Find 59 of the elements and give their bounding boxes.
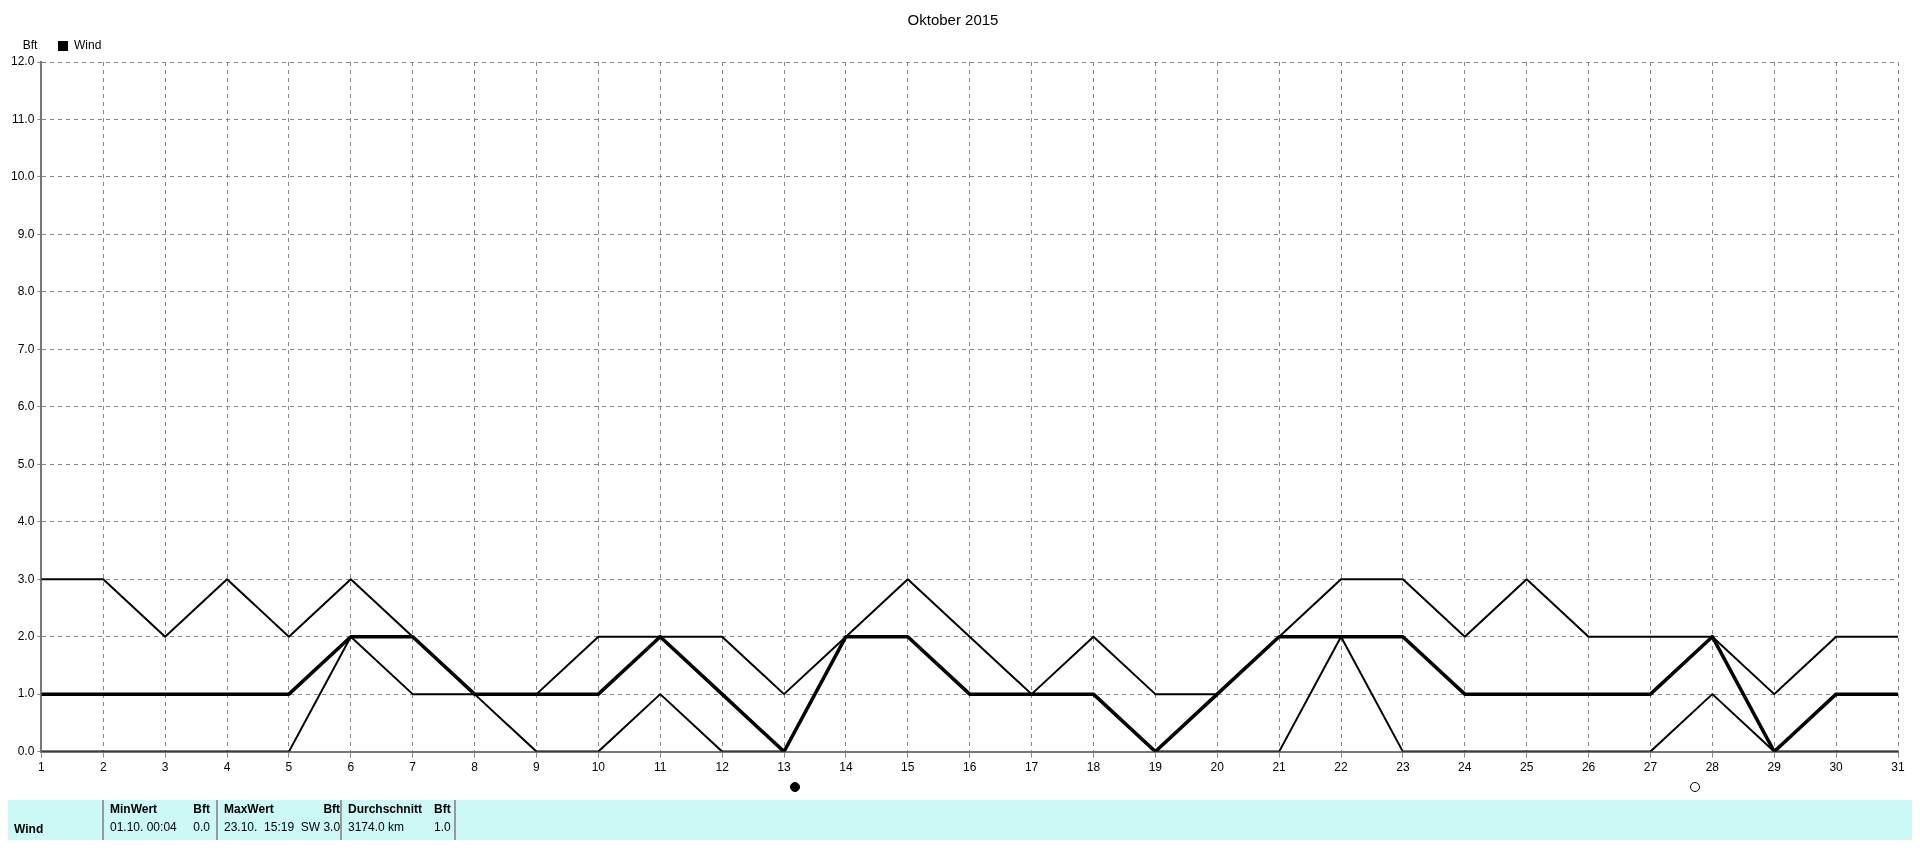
x-tick-label: 8: [471, 760, 479, 775]
x-tick-label: 23: [1396, 760, 1410, 775]
text: Bft: [192, 802, 210, 818]
text: 1.0: [434, 820, 451, 836]
y-tick-label: 3.0: [17, 571, 35, 586]
text: 01.10. 00:04: [110, 820, 178, 836]
text: Durchschnitt: [348, 802, 423, 818]
y-tick-label: 4.0: [17, 514, 35, 529]
x-tick-label: 4: [223, 760, 231, 775]
x-tick-label: 20: [1210, 760, 1225, 775]
x-tick-label: 15: [901, 760, 915, 775]
x-tick-label: 10: [591, 760, 606, 775]
text: Wind: [14, 822, 44, 836]
y-tick-label: 2.0: [17, 628, 35, 643]
x-tick-label: 1: [38, 760, 46, 775]
x-tick-label: 19: [1148, 760, 1163, 775]
x-tick-label: 21: [1272, 760, 1287, 775]
y-tick-label: 1.0: [17, 686, 35, 701]
x-tick-label: 25: [1519, 760, 1534, 775]
y-tick-label: 12.0: [11, 54, 35, 69]
x-tick-label: 31: [1891, 760, 1905, 775]
y-tick-label: 0.0: [17, 743, 35, 758]
y-axis-title: Bft: [22, 38, 39, 53]
y-tick-label: 10.0: [11, 169, 35, 184]
x-tick-label: 27: [1643, 760, 1658, 775]
x-tick-label: 5: [285, 760, 293, 775]
x-tick-label: 7: [409, 760, 417, 775]
x-tick-label: 12: [715, 760, 730, 775]
text: 23.10. 15:19 SW 3.0: [224, 820, 341, 836]
x-tick-label: 13: [777, 760, 792, 775]
y-tick-label: 8.0: [17, 284, 35, 299]
text: 0.0: [192, 820, 210, 836]
y-tick-label: 7.0: [17, 341, 35, 356]
x-tick-label: 30: [1829, 760, 1844, 775]
x-tick-label: 22: [1334, 760, 1348, 775]
x-tick-label: 6: [347, 760, 355, 775]
text: Bft: [434, 802, 451, 818]
y-tick-label: 5.0: [17, 456, 35, 471]
x-tick-label: 16: [963, 760, 977, 775]
x-tick-label: 14: [839, 760, 853, 775]
x-tick-label: 9: [533, 760, 541, 775]
y-tick-label: 11.0: [11, 111, 35, 126]
y-tick-label: 9.0: [17, 226, 35, 241]
x-tick-label: 26: [1581, 760, 1596, 775]
text: MaxWert: [224, 802, 275, 818]
x-tick-label: 24: [1458, 760, 1472, 775]
x-tick-label: 2: [99, 760, 107, 775]
text: 3174.0 km: [348, 820, 406, 836]
y-tick-label: 6.0: [17, 399, 35, 414]
chart-title: Oktober 2015: [907, 11, 999, 29]
text: Bft: [322, 802, 341, 818]
x-tick-label: 18: [1086, 760, 1101, 775]
x-tick-label: 11: [654, 760, 667, 775]
text: MinWert: [110, 802, 159, 818]
x-tick-label: 28: [1705, 760, 1720, 775]
legend-label: Wind: [74, 38, 102, 53]
x-tick-label: 17: [1024, 760, 1039, 775]
x-tick-label: 3: [161, 760, 169, 775]
x-tick-label: 29: [1767, 760, 1782, 775]
